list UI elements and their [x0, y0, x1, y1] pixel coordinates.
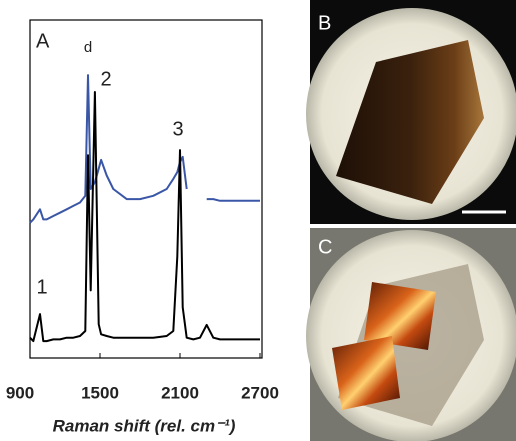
peak-annotation: 2: [100, 68, 111, 90]
peak-annotation: 1: [36, 276, 47, 298]
spectrum-line: [29, 91, 260, 343]
plot-frame: [29, 19, 263, 359]
peak-annotation: 3: [172, 118, 183, 140]
panel-label: C: [318, 236, 332, 258]
x-tick-label: 1500: [81, 383, 119, 402]
x-tick-label: 900: [6, 383, 34, 402]
peak-annotation: d: [84, 39, 92, 56]
spectrum-line: [29, 74, 260, 224]
x-tick-label: 2700: [241, 383, 279, 402]
x-axis-label: Raman shift (rel. cm⁻¹): [53, 416, 236, 435]
panel-label: B: [318, 12, 331, 34]
micrograph-b: [306, 0, 516, 224]
panel-label: A: [36, 30, 50, 52]
x-tick-label: 2100: [161, 383, 199, 402]
micrograph-c: [306, 228, 516, 441]
